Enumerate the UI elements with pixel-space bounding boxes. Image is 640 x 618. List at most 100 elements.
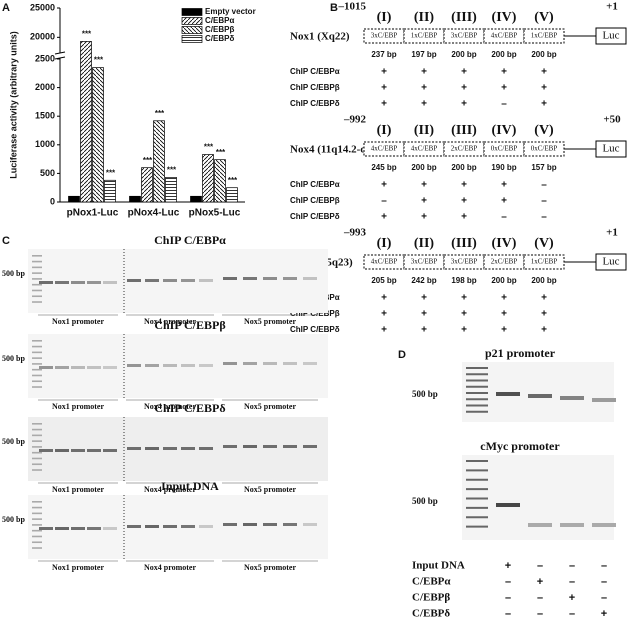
gel-band <box>303 362 317 365</box>
ladder-band <box>32 301 42 303</box>
region-numeral: (I) <box>377 10 392 25</box>
chip-result: + <box>421 196 427 207</box>
bar <box>153 120 165 203</box>
construct-start: –993 <box>343 227 367 239</box>
ladder-band <box>32 266 42 269</box>
gel-band <box>263 523 277 526</box>
chip-result: – <box>541 180 547 191</box>
region-numeral: (I) <box>377 236 392 251</box>
chip-label: ChIP C/EBPα <box>290 67 340 76</box>
chip-label: ChIP C/EBPδ <box>290 325 340 334</box>
ladder-band <box>32 547 42 549</box>
chip-result: + <box>501 325 507 336</box>
gel-band <box>87 527 101 530</box>
region-numeral: (III) <box>451 123 477 138</box>
gel-band <box>163 525 177 528</box>
row-sign: – <box>537 592 543 604</box>
row-sign: – <box>601 592 607 604</box>
ladder-band <box>32 423 42 425</box>
chip-result: + <box>381 309 387 320</box>
chip-result: + <box>461 99 467 110</box>
bar <box>104 179 116 203</box>
x-tick-label: pNox1-Luc <box>67 208 119 219</box>
region-sites: 3xC/EBP <box>371 32 398 40</box>
gel-band <box>181 364 195 367</box>
chip-result: + <box>461 309 467 320</box>
row-sign: – <box>505 592 511 604</box>
region-length: 200 bp <box>491 276 516 285</box>
ladder-band <box>466 516 488 519</box>
chip-result: + <box>461 180 467 191</box>
row-sign: – <box>537 560 543 572</box>
gel-band <box>39 366 53 369</box>
promoter-label: Nox4 promoter <box>144 563 197 572</box>
ladder-band <box>32 501 42 503</box>
row-sign: + <box>537 576 543 588</box>
chip-result: + <box>541 83 547 94</box>
chip-result: + <box>381 293 387 304</box>
gel-band <box>560 396 584 400</box>
chip-label: ChIP C/EBPβ <box>290 83 340 92</box>
region-numeral: (III) <box>451 236 477 251</box>
chip-result: + <box>541 309 547 320</box>
gel-band <box>592 523 616 527</box>
gel-band <box>199 279 213 282</box>
ladder-band <box>32 463 42 466</box>
gel-band <box>181 447 195 450</box>
gel-band <box>243 445 257 448</box>
legend-swatch <box>181 26 203 34</box>
row-sign: – <box>601 560 607 572</box>
promoter-label: Nox5 promoter <box>244 563 297 572</box>
ladder-band <box>32 446 42 448</box>
region-sites: 4xC/EBP <box>491 32 518 40</box>
region-sites: 4xC/EBP <box>371 145 398 153</box>
chip-result: + <box>461 325 467 336</box>
chip-label: ChIP C/EBPδ <box>290 99 340 108</box>
y-tick-label: 1500 <box>35 111 55 121</box>
region-numeral: (V) <box>534 123 554 138</box>
gel-band <box>163 447 177 450</box>
gel-band <box>528 394 552 398</box>
promoter-label: Nox1 promoter <box>52 563 105 572</box>
y-tick-label: 500 <box>40 168 55 178</box>
chip-result: + <box>421 293 427 304</box>
gel-band <box>163 364 177 367</box>
gel-band <box>223 277 237 280</box>
significance-label: *** <box>155 109 165 118</box>
ladder-band <box>32 374 42 377</box>
gel-band <box>223 445 237 448</box>
region-sites: 3xC/EBP <box>451 258 478 266</box>
marker-label: 500 bp <box>2 269 25 278</box>
significance-label: *** <box>82 30 92 39</box>
ladder-band <box>466 506 488 509</box>
gel-title: cMyc promoter <box>480 439 560 453</box>
gel-band <box>263 277 277 280</box>
ladder-band <box>32 295 42 298</box>
panel-label: B <box>330 2 338 14</box>
marker-label: 500 bp <box>2 437 25 446</box>
promoter-label: Nox5 promoter <box>244 485 297 494</box>
gel-band <box>71 449 85 452</box>
y-tick-label: 2000 <box>35 82 55 92</box>
significance-label: *** <box>216 148 226 157</box>
significance-label: *** <box>167 166 177 175</box>
luc-label: Luc <box>602 143 619 155</box>
row-sign: – <box>569 608 575 618</box>
row-label: Input DNA <box>412 560 465 572</box>
ladder-band <box>32 434 42 437</box>
ladder-band <box>466 392 488 394</box>
region-length: 200 bp <box>531 50 556 59</box>
chip-label: ChIP C/EBPβ <box>290 309 340 318</box>
region-box <box>523 254 565 270</box>
gel-band <box>181 279 195 282</box>
region-length: 242 bp <box>411 276 436 285</box>
gel-title: p21 promoter <box>485 346 556 360</box>
marker-label: 500 bp <box>412 496 438 506</box>
ladder-band <box>32 380 42 383</box>
region-length: 197 bp <box>411 50 436 59</box>
gel-band <box>55 449 69 452</box>
ladder-band <box>32 541 42 544</box>
x-tick-label: pNox5-Luc <box>189 208 241 219</box>
region-numeral: (II) <box>414 236 435 251</box>
bar <box>190 195 202 203</box>
